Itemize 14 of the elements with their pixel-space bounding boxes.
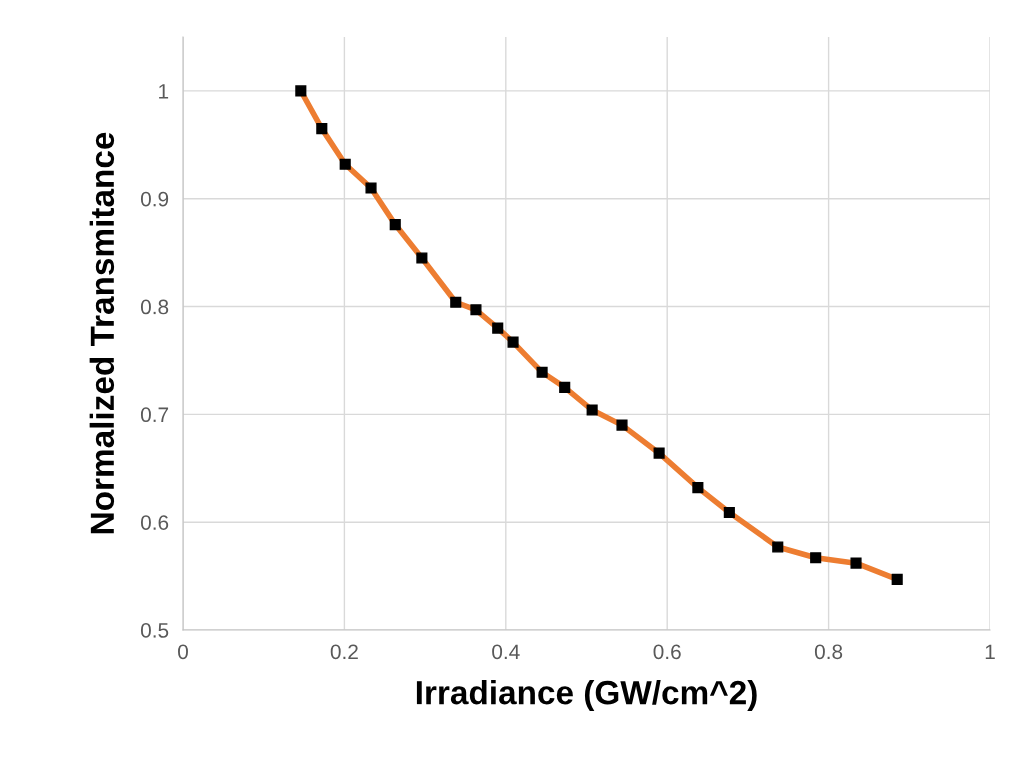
- y-tick-label: 0.6: [140, 515, 169, 530]
- x-tick-label: 0.6: [653, 644, 681, 660]
- x-tick-label: 0: [178, 644, 188, 660]
- y-tick-label: 0.8: [140, 299, 169, 315]
- x-tick-label: 0.8: [814, 644, 843, 660]
- x-tick-label: 0.4: [492, 644, 520, 660]
- x-tick-label: 0.2: [330, 644, 358, 660]
- y-tick-label: 0.7: [140, 407, 169, 423]
- y-tick-label: 1: [159, 84, 169, 99]
- y-tick-label: 0.9: [140, 191, 169, 207]
- x-tick-label: 1: [985, 644, 995, 659]
- y-axis-title: Normalized Transmitance: [89, 132, 115, 534]
- x-axis-title: Irradiance (GW/cm^2): [416, 679, 757, 712]
- y-tick-label: 0.5: [140, 623, 169, 638]
